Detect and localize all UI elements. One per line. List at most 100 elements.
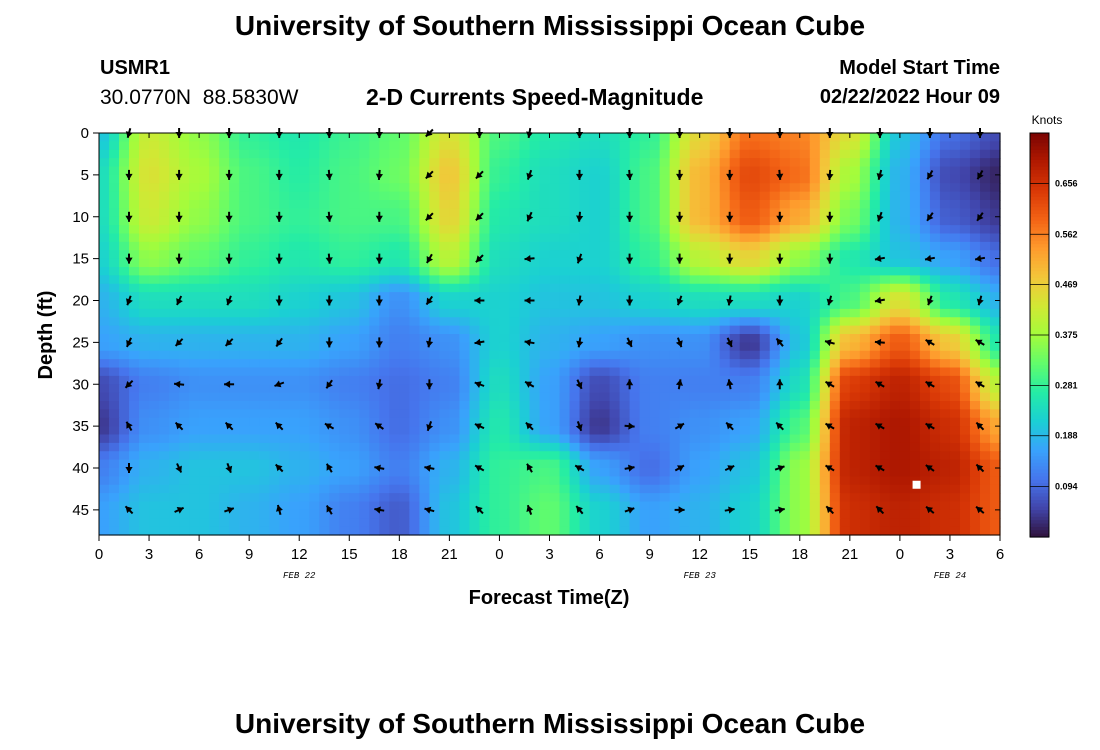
heatmap-cell (289, 518, 300, 528)
heatmap-cell (459, 292, 471, 302)
heatmap-cell (219, 384, 230, 394)
heatmap-cell (469, 191, 481, 201)
heatmap-cell (569, 359, 581, 369)
heatmap-cell (219, 442, 230, 452)
heatmap-cell (569, 526, 581, 536)
heatmap-cell (389, 325, 400, 335)
heatmap-cell (989, 526, 1001, 536)
heatmap-cell (479, 359, 491, 369)
heatmap-cell (619, 468, 631, 477)
heatmap-cell (299, 451, 310, 461)
heatmap-cell (339, 459, 350, 469)
heatmap-cell (489, 501, 501, 511)
heatmap-cell (859, 518, 871, 528)
heatmap-cell (509, 208, 521, 218)
heatmap-cell (869, 158, 881, 168)
heatmap-cell (309, 384, 320, 394)
heatmap-cell (589, 191, 601, 201)
heatmap-cell (449, 334, 460, 343)
heatmap-cell (599, 258, 611, 268)
heatmap-cell (359, 267, 370, 276)
heatmap-cell (109, 292, 120, 302)
heatmap-cell (849, 434, 861, 444)
heatmap-cell (489, 468, 501, 477)
heatmap-cell (619, 225, 631, 235)
current-vector-arrow (375, 253, 383, 264)
heatmap-cell (579, 384, 591, 394)
heatmap-cell (179, 225, 190, 235)
heatmap-cell (619, 359, 631, 369)
heatmap-cell (579, 200, 591, 209)
heatmap-cell (139, 350, 150, 360)
heatmap-cell (349, 308, 360, 318)
heatmap-cell (359, 141, 370, 151)
heatmap-cell (639, 434, 651, 444)
heatmap-cell (749, 476, 761, 486)
heatmap-cell (819, 375, 831, 385)
heatmap-cell (599, 526, 611, 536)
heatmap-cell (189, 216, 200, 226)
heatmap-cell (459, 509, 471, 519)
heatmap-cell (279, 509, 290, 519)
heatmap-cell (659, 426, 671, 436)
heatmap-cell (299, 442, 310, 452)
heatmap-cell (959, 275, 971, 285)
heatmap-cell (949, 225, 961, 235)
heatmap-cell (399, 149, 410, 159)
heatmap-cell (899, 149, 911, 159)
heatmap-cell (659, 484, 671, 494)
heatmap-cell (409, 401, 420, 410)
heatmap-cell (299, 392, 310, 402)
heatmap-cell (599, 300, 611, 310)
heatmap-cell (729, 200, 741, 209)
heatmap-cell (849, 141, 861, 151)
heatmap-cell (489, 434, 501, 444)
heatmap-cell (579, 434, 591, 444)
colorbar-segment (1030, 405, 1049, 410)
heatmap-cell (819, 300, 831, 310)
heatmap-cell (309, 476, 320, 486)
heatmap-cell (379, 367, 390, 377)
heatmap-cell (759, 526, 771, 536)
heatmap-cell (379, 208, 390, 218)
heatmap-cell (979, 158, 991, 168)
heatmap-cell (389, 451, 400, 461)
heatmap-cell (609, 292, 621, 302)
heatmap-cell (779, 183, 791, 193)
colorbar-segment (1030, 180, 1049, 185)
heatmap-cell (299, 233, 310, 243)
heatmap-cell (399, 158, 410, 168)
current-vector-arrow (176, 295, 183, 306)
heatmap-cell (929, 325, 941, 335)
heatmap-cell (119, 308, 130, 318)
heatmap-cell (669, 166, 681, 176)
heatmap-cell (119, 384, 130, 394)
heatmap-cell (819, 216, 831, 226)
heatmap-cell (659, 526, 671, 536)
heatmap-cell (879, 451, 891, 461)
x-tick-label: 9 (245, 546, 253, 563)
heatmap-cell (309, 149, 320, 159)
heatmap-cell (129, 384, 140, 394)
heatmap-cell (129, 233, 140, 243)
heatmap-cell (889, 350, 901, 360)
heatmap-cell (419, 149, 430, 159)
heatmap-cell (619, 367, 631, 377)
heatmap-cell (809, 350, 821, 360)
heatmap-cell (599, 484, 611, 494)
heatmap-cell (829, 191, 841, 201)
current-vector-arrow (674, 422, 685, 430)
heatmap-cell (279, 317, 290, 327)
heatmap-cell (769, 509, 781, 519)
heatmap-cell (259, 250, 270, 260)
heatmap-cell (709, 216, 721, 226)
heatmap-cell (379, 493, 390, 503)
heatmap-cell (119, 451, 130, 461)
heatmap-cell (219, 158, 230, 168)
heatmap-cell (299, 149, 310, 159)
heatmap-cell (769, 258, 781, 268)
heatmap-cell (359, 300, 370, 310)
heatmap-cell (789, 392, 801, 402)
heatmap-cell (939, 225, 951, 235)
heatmap-cell (149, 417, 160, 427)
